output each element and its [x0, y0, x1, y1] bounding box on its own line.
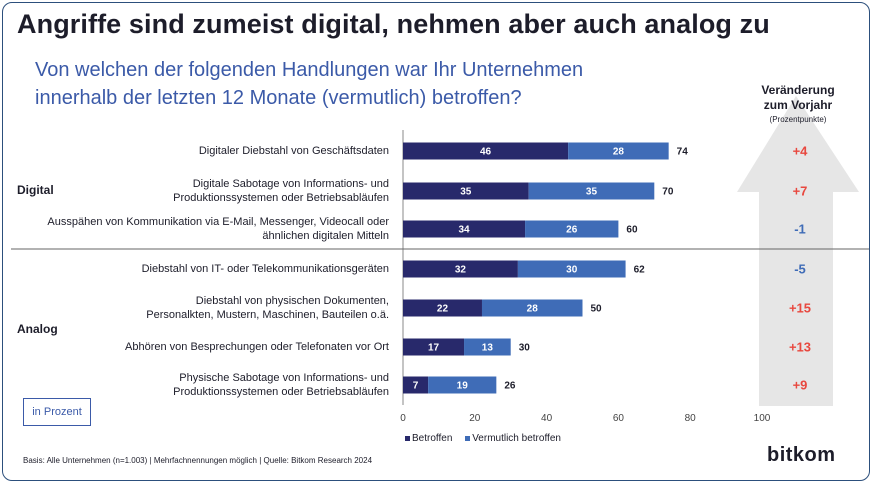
bar-value-label: 7 [413, 381, 419, 392]
change-value: +7 [793, 184, 808, 199]
change-value: +9 [793, 378, 808, 393]
bar-value-label: 13 [482, 343, 494, 354]
bar-value-label: 35 [460, 187, 472, 198]
category-label-line: Abhören von Besprechungen oder Telefonat… [125, 341, 389, 353]
x-tick-label: 60 [613, 413, 625, 424]
bar-vermutlich [428, 376, 497, 394]
chart-legend: Betroffen Vermutlich betroffen [405, 433, 571, 444]
bitkom-logo: bitkom [767, 444, 836, 466]
bar-betroffen [403, 260, 518, 278]
subtitle-line-2: innerhalb der letzten 12 Monate (vermutl… [35, 87, 522, 109]
change-value: -5 [794, 262, 806, 277]
unit-box: in Prozent [23, 398, 91, 426]
category-label: Abhören von Besprechungen oder Telefonat… [9, 340, 389, 354]
category-label: Digitaler Diebstahl von Geschäftsdaten [9, 144, 389, 158]
bar-betroffen [403, 376, 429, 394]
group-label-digital: Digital [17, 183, 54, 197]
bar-value-label: 32 [455, 265, 467, 276]
category-label: Ausspähen von Kommunikation via E-Mail, … [9, 215, 389, 243]
category-label-line: Produktionssystemen oder Betriebsabläufe… [173, 386, 389, 398]
bar-value-label: 28 [613, 147, 625, 158]
bar-value-label: 46 [480, 147, 492, 158]
change-arrow-shape [737, 96, 859, 406]
legend-item-vermutlich: Vermutlich betroffen [465, 433, 561, 444]
bar-betroffen [403, 142, 569, 160]
bar-total-label: 60 [626, 225, 638, 236]
bar-value-label: 26 [566, 225, 578, 236]
category-label: Physische Sabotage von Informations- und… [9, 371, 389, 399]
change-title-line-1: Veränderung [761, 83, 835, 97]
category-label: Digitale Sabotage von Informations- und P… [9, 177, 389, 205]
bar-vermutlich [464, 338, 511, 356]
x-tick-label: 80 [685, 413, 697, 424]
bar-betroffen [403, 182, 529, 200]
category-label-line: Produktionssystemen oder Betriebsabläufe… [173, 192, 389, 204]
group-label-analog: Analog [17, 322, 58, 336]
x-tick-label: 0 [400, 413, 406, 424]
category-label: Diebstahl von IT- oder Telekommunikation… [9, 262, 389, 276]
legend-label-betroffen: Betroffen [412, 433, 453, 444]
bar-total-label: 50 [591, 304, 603, 315]
bar-value-label: 28 [527, 304, 539, 315]
bar-total-label: 26 [504, 381, 516, 392]
bar-total-label: 62 [634, 265, 646, 276]
bar-vermutlich [568, 142, 669, 160]
bar-value-label: 19 [457, 381, 469, 392]
bar-value-label: 17 [428, 343, 440, 354]
bar-betroffen [403, 299, 482, 317]
change-value: +4 [793, 144, 809, 159]
category-label-line: Digitaler Diebstahl von Geschäftsdaten [198, 145, 389, 157]
x-tick-label: 40 [541, 413, 553, 424]
bar-total-label: 30 [519, 343, 531, 354]
bar-value-label: 22 [437, 304, 449, 315]
change-column-unit: (Prozentpunkte) [769, 115, 827, 124]
category-label-line: Diebstahl von IT- oder Telekommunikation… [141, 263, 389, 275]
category-label-line: Digitale Sabotage von Informations- und [192, 178, 389, 190]
legend-swatch-vermutlich [465, 435, 471, 441]
source-footnote: Basis: Alle Unternehmen (n=1.003) | Mehr… [23, 456, 373, 465]
bar-betroffen [403, 338, 465, 356]
question-subtitle: Von welchen der folgenden Handlungen war… [35, 56, 635, 112]
category-label-line: Ausspähen von Kommunikation via E-Mail, … [47, 216, 389, 228]
bar-vermutlich [528, 182, 655, 200]
bar-vermutlich [517, 260, 626, 278]
bar-value-label: 30 [566, 265, 578, 276]
category-label-line: Physische Sabotage von Informations- und [179, 372, 389, 384]
change-value: -1 [794, 222, 806, 237]
change-column-title: Veränderung zum Vorjahr [751, 83, 845, 113]
legend-swatch-betroffen [405, 435, 410, 441]
x-tick-label: 20 [469, 413, 481, 424]
bar-betroffen [403, 220, 526, 238]
change-value: +15 [789, 301, 811, 316]
bar-value-label: 35 [586, 187, 598, 198]
bar-total-label: 70 [662, 187, 674, 198]
bar-chart: 0 20 40 60 80 100 46 28 74 +4 35 35 70 +7 34 26 60 -1 32 30… [11, 96, 869, 424]
bar-total-label: 74 [677, 147, 689, 158]
category-label-line: Personalkten, Mustern, Maschinen, Bautei… [146, 309, 389, 321]
bar-vermutlich [525, 220, 619, 238]
x-tick-label: 100 [754, 413, 771, 424]
bar-value-label: 34 [458, 225, 470, 236]
category-label-line: ähnlichen digitalen Mitteln [262, 230, 389, 242]
category-label-line: Diebstahl von physischen Dokumenten, [195, 295, 389, 307]
change-title-line-2: zum Vorjahr [763, 98, 833, 112]
bar-vermutlich [481, 299, 583, 317]
legend-item-betroffen: Betroffen [405, 433, 455, 444]
subtitle-line-1: Von welchen der folgenden Handlungen war… [35, 59, 584, 81]
page-title: Angriffe sind zumeist digital, nehmen ab… [17, 9, 770, 39]
legend-label-vermutlich: Vermutlich betroffen [472, 433, 561, 444]
category-label: Diebstahl von physischen Dokumenten, Pers… [9, 294, 389, 322]
change-value: +13 [789, 340, 811, 355]
